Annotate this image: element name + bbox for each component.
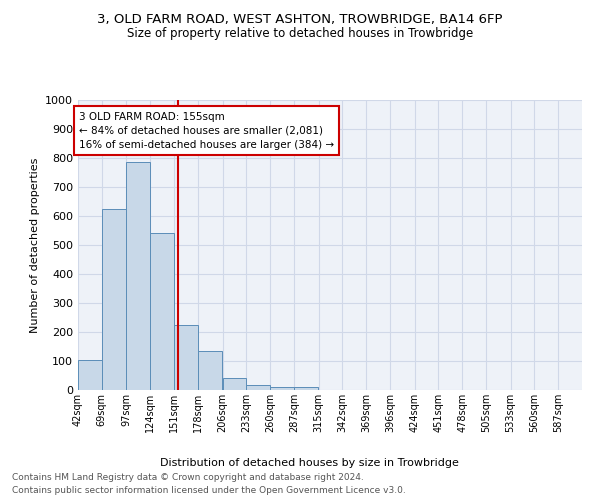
Y-axis label: Number of detached properties: Number of detached properties — [29, 158, 40, 332]
Bar — [294, 387, 317, 390]
Bar — [246, 385, 270, 390]
Bar — [127, 162, 150, 390]
Text: Distribution of detached houses by size in Trowbridge: Distribution of detached houses by size … — [160, 458, 458, 468]
Bar — [174, 325, 198, 390]
Bar — [270, 386, 294, 390]
Bar — [150, 234, 174, 390]
Text: Size of property relative to detached houses in Trowbridge: Size of property relative to detached ho… — [127, 28, 473, 40]
Text: 3 OLD FARM ROAD: 155sqm
← 84% of detached houses are smaller (2,081)
16% of semi: 3 OLD FARM ROAD: 155sqm ← 84% of detache… — [79, 112, 334, 150]
Text: 3, OLD FARM ROAD, WEST ASHTON, TROWBRIDGE, BA14 6FP: 3, OLD FARM ROAD, WEST ASHTON, TROWBRIDG… — [97, 12, 503, 26]
Bar — [198, 352, 221, 390]
Bar — [223, 378, 246, 390]
Bar — [102, 209, 125, 390]
Bar — [78, 360, 102, 390]
Text: Contains public sector information licensed under the Open Government Licence v3: Contains public sector information licen… — [12, 486, 406, 495]
Text: Contains HM Land Registry data © Crown copyright and database right 2024.: Contains HM Land Registry data © Crown c… — [12, 474, 364, 482]
